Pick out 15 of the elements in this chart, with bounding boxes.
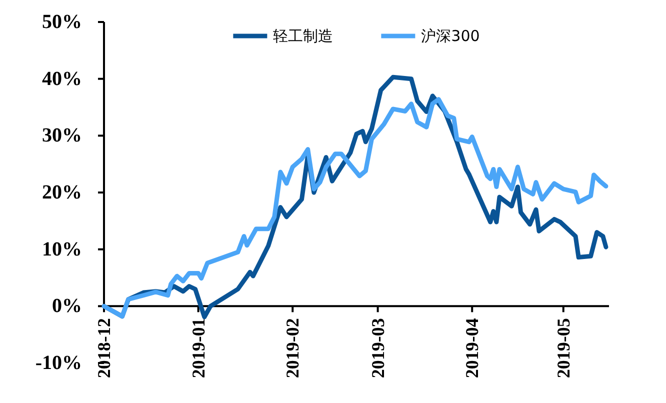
x-tick-label: 2019-05 — [553, 318, 574, 378]
y-tick-label: 0% — [52, 295, 82, 318]
y-tick-label: 20% — [42, 182, 82, 204]
x-tick-label: 2019-03 — [368, 318, 388, 378]
y-tick-label: 50% — [42, 11, 82, 33]
legend-label: 沪深300 — [421, 27, 480, 45]
x-tick-label: 2018-12 — [94, 318, 114, 378]
y-tick-label: 30% — [42, 124, 82, 147]
x-tick-label: 2019-01 — [188, 318, 208, 378]
x-tick-label: 2019-02 — [282, 318, 303, 378]
x-tick-label: 2019-04 — [462, 318, 482, 378]
y-tick-label: 40% — [42, 68, 82, 90]
legend-label: 轻工制造 — [273, 27, 334, 45]
y-tick-label: 10% — [42, 238, 82, 260]
y-tick-label: -10% — [35, 352, 82, 374]
